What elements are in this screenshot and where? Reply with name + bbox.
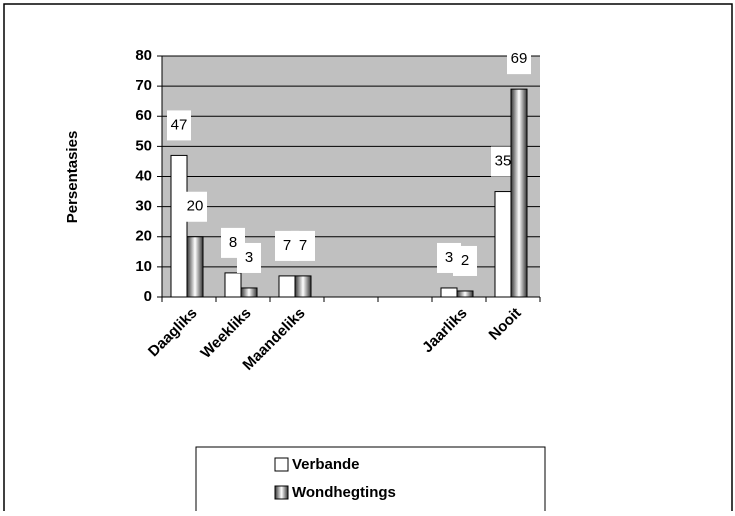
x-tick-label: Weekliks	[197, 305, 254, 362]
value-label-box	[291, 230, 315, 261]
x-tick-label: Nooit	[486, 305, 525, 344]
y-tick-label: 0	[144, 288, 152, 305]
value-label: 7	[283, 237, 291, 254]
y-tick-label: 30	[135, 198, 152, 215]
frame	[3, 3, 733, 516]
bar	[440, 287, 458, 298]
value-label-box	[167, 110, 191, 141]
x-tick-label: Jaarliks	[419, 305, 471, 357]
legend-box	[195, 446, 546, 516]
value-label-box	[183, 191, 207, 222]
legend-swatch	[274, 485, 289, 500]
bar	[456, 290, 474, 298]
y-axis-label: Persentasies	[64, 131, 81, 224]
legend-label: Wondhegtings	[292, 484, 396, 501]
x-tick-label: Daagliks	[145, 305, 201, 361]
value-label: 69	[511, 50, 528, 67]
value-label: 47	[171, 116, 188, 133]
bar	[186, 236, 204, 298]
value-label: 2	[461, 252, 469, 269]
legend-swatch	[274, 457, 289, 472]
y-tick-label: 60	[135, 107, 152, 124]
bar	[510, 88, 528, 298]
legend-label: Verbande	[292, 456, 360, 473]
y-tick-label: 80	[135, 47, 152, 64]
bar	[240, 287, 258, 298]
bar	[224, 272, 242, 298]
y-tick-label: 50	[135, 137, 152, 154]
bar	[294, 275, 312, 298]
value-label: 20	[187, 198, 204, 215]
value-label: 35	[495, 153, 512, 170]
bar	[494, 191, 512, 298]
y-tick-label: 70	[135, 77, 152, 94]
value-label: 3	[445, 249, 453, 266]
value-label-box	[453, 245, 477, 276]
y-tick-label: 20	[135, 228, 152, 245]
value-label-box	[507, 44, 531, 75]
value-label-box	[237, 242, 261, 273]
value-label: 8	[229, 234, 237, 251]
bar	[170, 154, 188, 298]
bar	[278, 275, 296, 298]
y-tick-label: 10	[135, 258, 152, 275]
value-label: 3	[245, 249, 253, 266]
value-label: 7	[299, 237, 307, 254]
y-tick-label: 40	[135, 167, 152, 184]
